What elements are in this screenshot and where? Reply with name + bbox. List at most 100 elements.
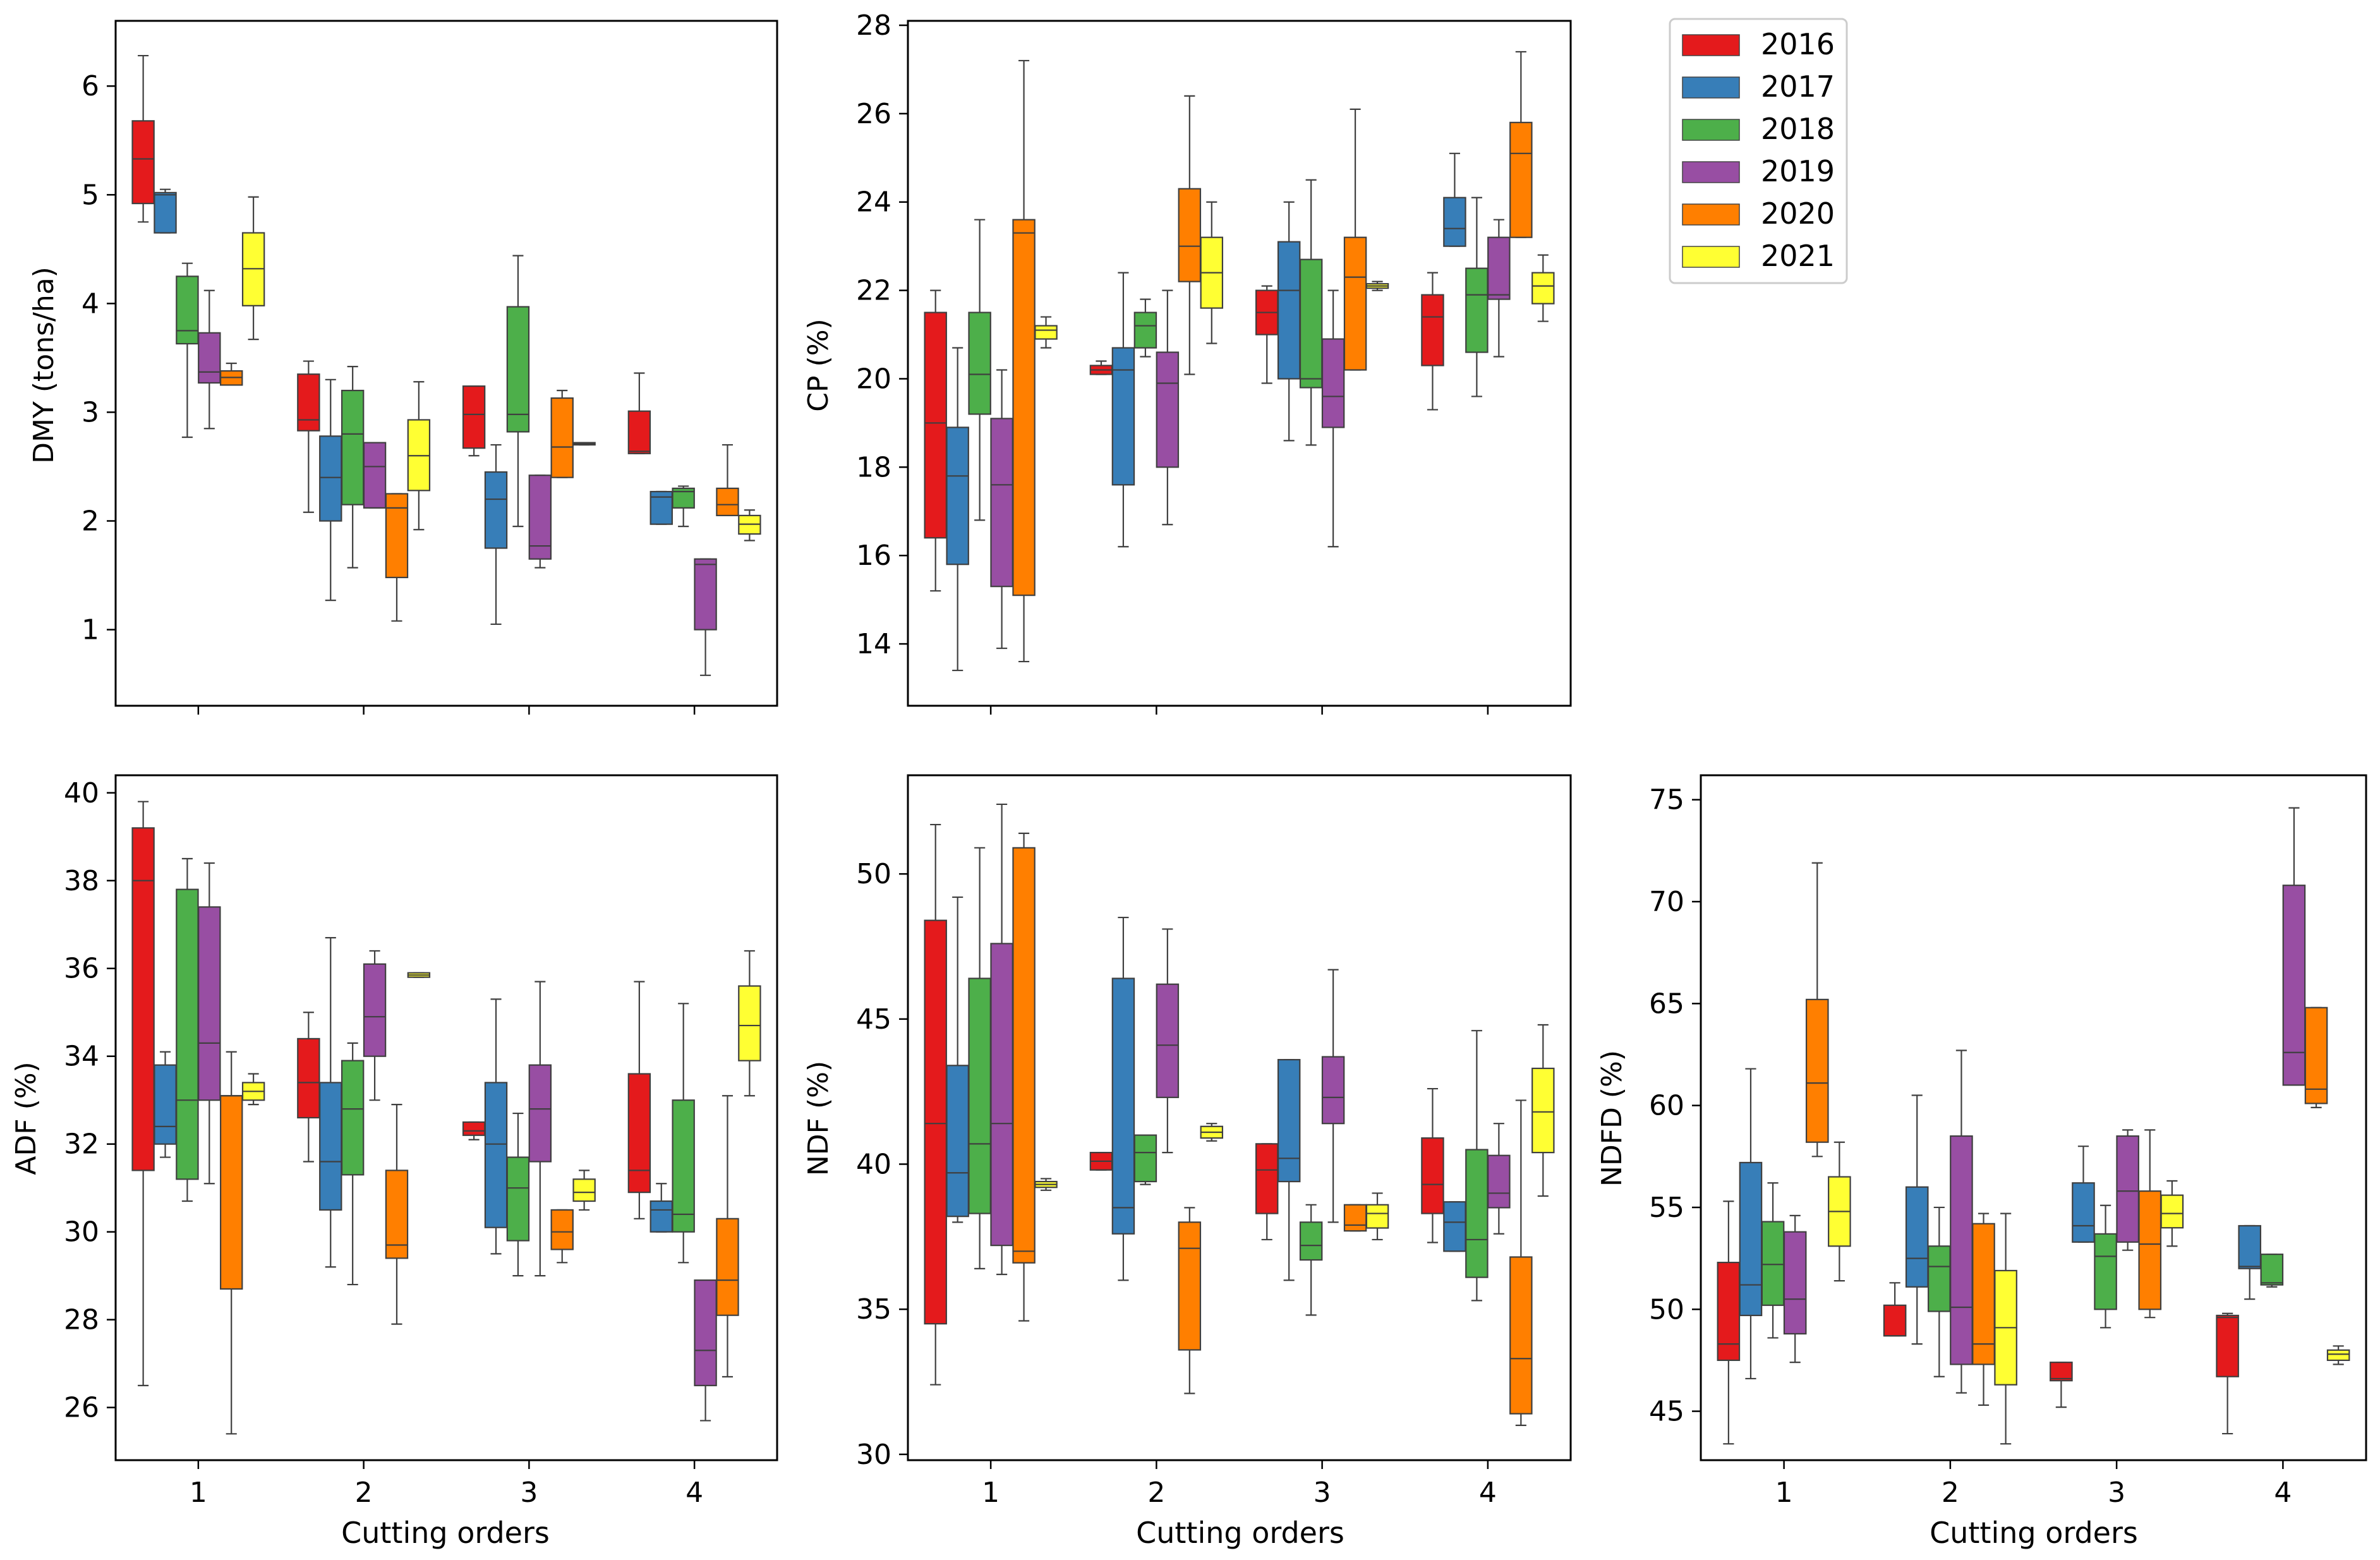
ytick-label: 70 — [1649, 886, 1684, 918]
xtick-label: 1 — [190, 1477, 207, 1509]
box-2021-order-4 — [1531, 254, 1555, 322]
box-body — [1277, 1059, 1301, 1183]
panel-ndf: 30 35 40 45 50 1 2 3 4 NDF (%) Cutting orders — [802, 774, 1572, 1550]
box-2016-order-1 — [924, 289, 947, 592]
box-body — [627, 1073, 651, 1194]
box-body — [1509, 121, 1533, 238]
box-body — [1421, 1137, 1444, 1214]
ytick-label: 40 — [856, 1148, 891, 1180]
box-2017-order-3 — [1277, 201, 1301, 442]
box-2018-order-3 — [1299, 179, 1323, 446]
box-body — [1531, 272, 1555, 305]
box-body — [694, 558, 717, 631]
box-body — [1343, 1204, 1367, 1232]
box-body — [1465, 267, 1489, 353]
ylabel-ndf: NDF (%) — [802, 1061, 835, 1176]
legend: 2016 2017 2018 2019 2020 2021 — [1669, 18, 1848, 284]
xlabel-adf: Cutting orders — [341, 1516, 550, 1550]
box-body — [1509, 1256, 1533, 1415]
box-2019-order-4 — [694, 1279, 717, 1422]
box-2020-order-3 — [550, 389, 574, 478]
legend-swatch — [1682, 76, 1740, 99]
box-2017-order-2 — [1111, 272, 1135, 548]
box-2016-order-2 — [297, 1012, 320, 1163]
box-body — [2216, 1314, 2239, 1377]
box-body — [297, 1037, 320, 1119]
box-body — [1443, 197, 1466, 247]
xtick-label: 3 — [1314, 1477, 1331, 1509]
ylabel-dmy: DMY (tons/ha) — [28, 267, 60, 464]
box-body — [738, 985, 761, 1061]
legend-label: 2020 — [1761, 197, 1835, 231]
xlabel-ndf: Cutting orders — [1136, 1516, 1344, 1550]
plot-frame — [907, 20, 1572, 707]
box-body — [672, 1099, 695, 1233]
box-2020-order-4 — [2304, 1007, 2328, 1108]
ytick-label: 26 — [856, 98, 891, 130]
box-body — [1487, 236, 1511, 300]
box-body — [297, 373, 320, 432]
box-2021-order-3 — [1365, 281, 1389, 291]
box-body — [176, 275, 199, 345]
box-body — [1111, 347, 1135, 486]
box-2016-order-3 — [462, 385, 486, 457]
box-body — [319, 435, 342, 522]
box-body — [1465, 1149, 1489, 1278]
ytick-label: 5 — [82, 179, 99, 211]
box-body — [716, 487, 739, 516]
xlabel-ndfd: Cutting orders — [1930, 1516, 2138, 1550]
box-2021-order-2 — [1200, 1123, 1224, 1142]
box-2020-order-3 — [1343, 1204, 1367, 1232]
box-body — [198, 332, 221, 384]
xtick-label: 2 — [355, 1477, 373, 1509]
box-2020-order-1 — [220, 362, 243, 386]
box-2018-order-3 — [2094, 1204, 2117, 1329]
ytick-label: 16 — [856, 540, 891, 572]
box-body — [716, 1218, 739, 1316]
box-body — [1928, 1245, 1951, 1312]
box-body — [1443, 1201, 1466, 1252]
box-2020-order-3 — [1343, 108, 1367, 371]
panel-ndfd: 45 50 55 60 65 70 75 1 2 3 4 NDFD (%) Cutting orde… — [1596, 774, 2367, 1550]
legend-label: 2021 — [1761, 239, 1835, 273]
box-2019-order-4 — [694, 558, 717, 676]
box-body — [363, 442, 387, 509]
box-2016-order-3 — [2050, 1362, 2073, 1408]
box-2018-order-2 — [341, 1042, 365, 1286]
ytick-label: 30 — [64, 1216, 99, 1249]
box-2018-order-1 — [176, 262, 199, 438]
box-2020-order-1 — [1012, 59, 1036, 663]
box-2018-order-2 — [1133, 298, 1157, 358]
box-2019-order-1 — [198, 862, 221, 1185]
box-2016-order-1 — [131, 54, 155, 223]
box-body — [1972, 1223, 1995, 1365]
box-2016-order-3 — [1255, 285, 1279, 384]
box-2018-order-2 — [1133, 1134, 1157, 1185]
ytick-label: 22 — [856, 275, 891, 307]
box-2021-order-3 — [572, 442, 596, 446]
box-body — [385, 1170, 409, 1259]
box-body — [968, 311, 991, 415]
box-body — [1156, 983, 1180, 1098]
box-2019-order-3 — [528, 981, 552, 1277]
box-2016-order-1 — [1717, 1200, 1741, 1445]
box-2021-order-4 — [2326, 1345, 2350, 1365]
box-body — [1111, 977, 1135, 1235]
box-2017-order-4 — [649, 490, 673, 525]
box-2018-order-4 — [1465, 1030, 1489, 1302]
box-2016-order-4 — [627, 372, 651, 454]
box-2017-order-1 — [1739, 1068, 1763, 1380]
box-2021-order-4 — [738, 509, 761, 541]
box-2018-order-3 — [1299, 1204, 1323, 1316]
box-2016-order-2 — [1089, 1152, 1113, 1171]
ytick-label: 32 — [64, 1128, 99, 1161]
box-2019-order-3 — [1321, 969, 1345, 1223]
box-2021-order-2 — [1200, 201, 1224, 344]
legend-entry: 2019 — [1682, 154, 1835, 188]
box-2021-order-3 — [572, 1170, 596, 1211]
box-2019-order-1 — [990, 369, 1013, 650]
box-body — [484, 471, 508, 549]
legend-swatch — [1682, 34, 1740, 56]
plot-frame — [114, 774, 778, 1461]
